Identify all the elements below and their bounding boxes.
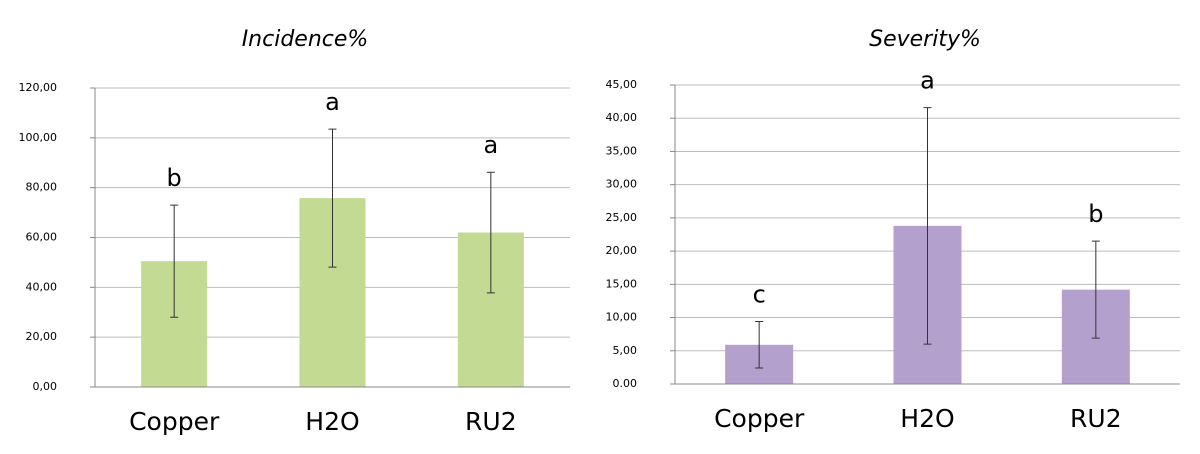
y-tick-label: 0.00 [613,377,638,390]
significance-letter: a [920,67,935,95]
error-bar [755,321,764,369]
significance-letter: a [483,131,498,159]
x-tick-label: H2O [305,407,359,436]
y-tick-label: 60,00 [26,231,58,244]
y-tick-label: 120,00 [19,81,58,94]
error-bar [486,171,495,294]
y-tick-label: 10,00 [606,311,638,324]
significance-letter: a [325,88,340,116]
chart-title: Incidence% [242,27,369,52]
x-tick-label: Copper [714,404,805,433]
significance-letter: b [1088,200,1103,228]
y-tick-label: 40,00 [606,111,638,124]
y-tick-label: 15,00 [606,277,638,290]
y-tick-label: 20,00 [606,244,638,257]
significance-letter: b [167,164,182,192]
error-bar [170,204,179,318]
error-bar [1091,240,1100,339]
error-bar [923,107,932,345]
y-tick-label: 20,00 [26,330,58,343]
y-tick-label: 40,00 [26,280,58,293]
y-tick-label: 5,00 [613,344,638,357]
chart-title: Severity% [869,27,981,52]
y-tick-label: 45,00 [606,78,638,91]
y-tick-label: 80,00 [26,181,58,194]
y-tick-label: 30,00 [606,178,638,191]
y-tick-label: 35,00 [606,144,638,157]
x-tick-label: Copper [129,407,220,436]
x-tick-label: H2O [900,404,954,433]
y-tick-label: 100,00 [19,131,58,144]
y-tick-label: 0,00 [33,380,58,393]
x-tick-label: RU2 [1070,404,1122,433]
significance-letter: c [753,281,766,309]
y-tick-label: 25,00 [606,211,638,224]
x-tick-label: RU2 [465,407,517,436]
error-bar [328,128,337,268]
